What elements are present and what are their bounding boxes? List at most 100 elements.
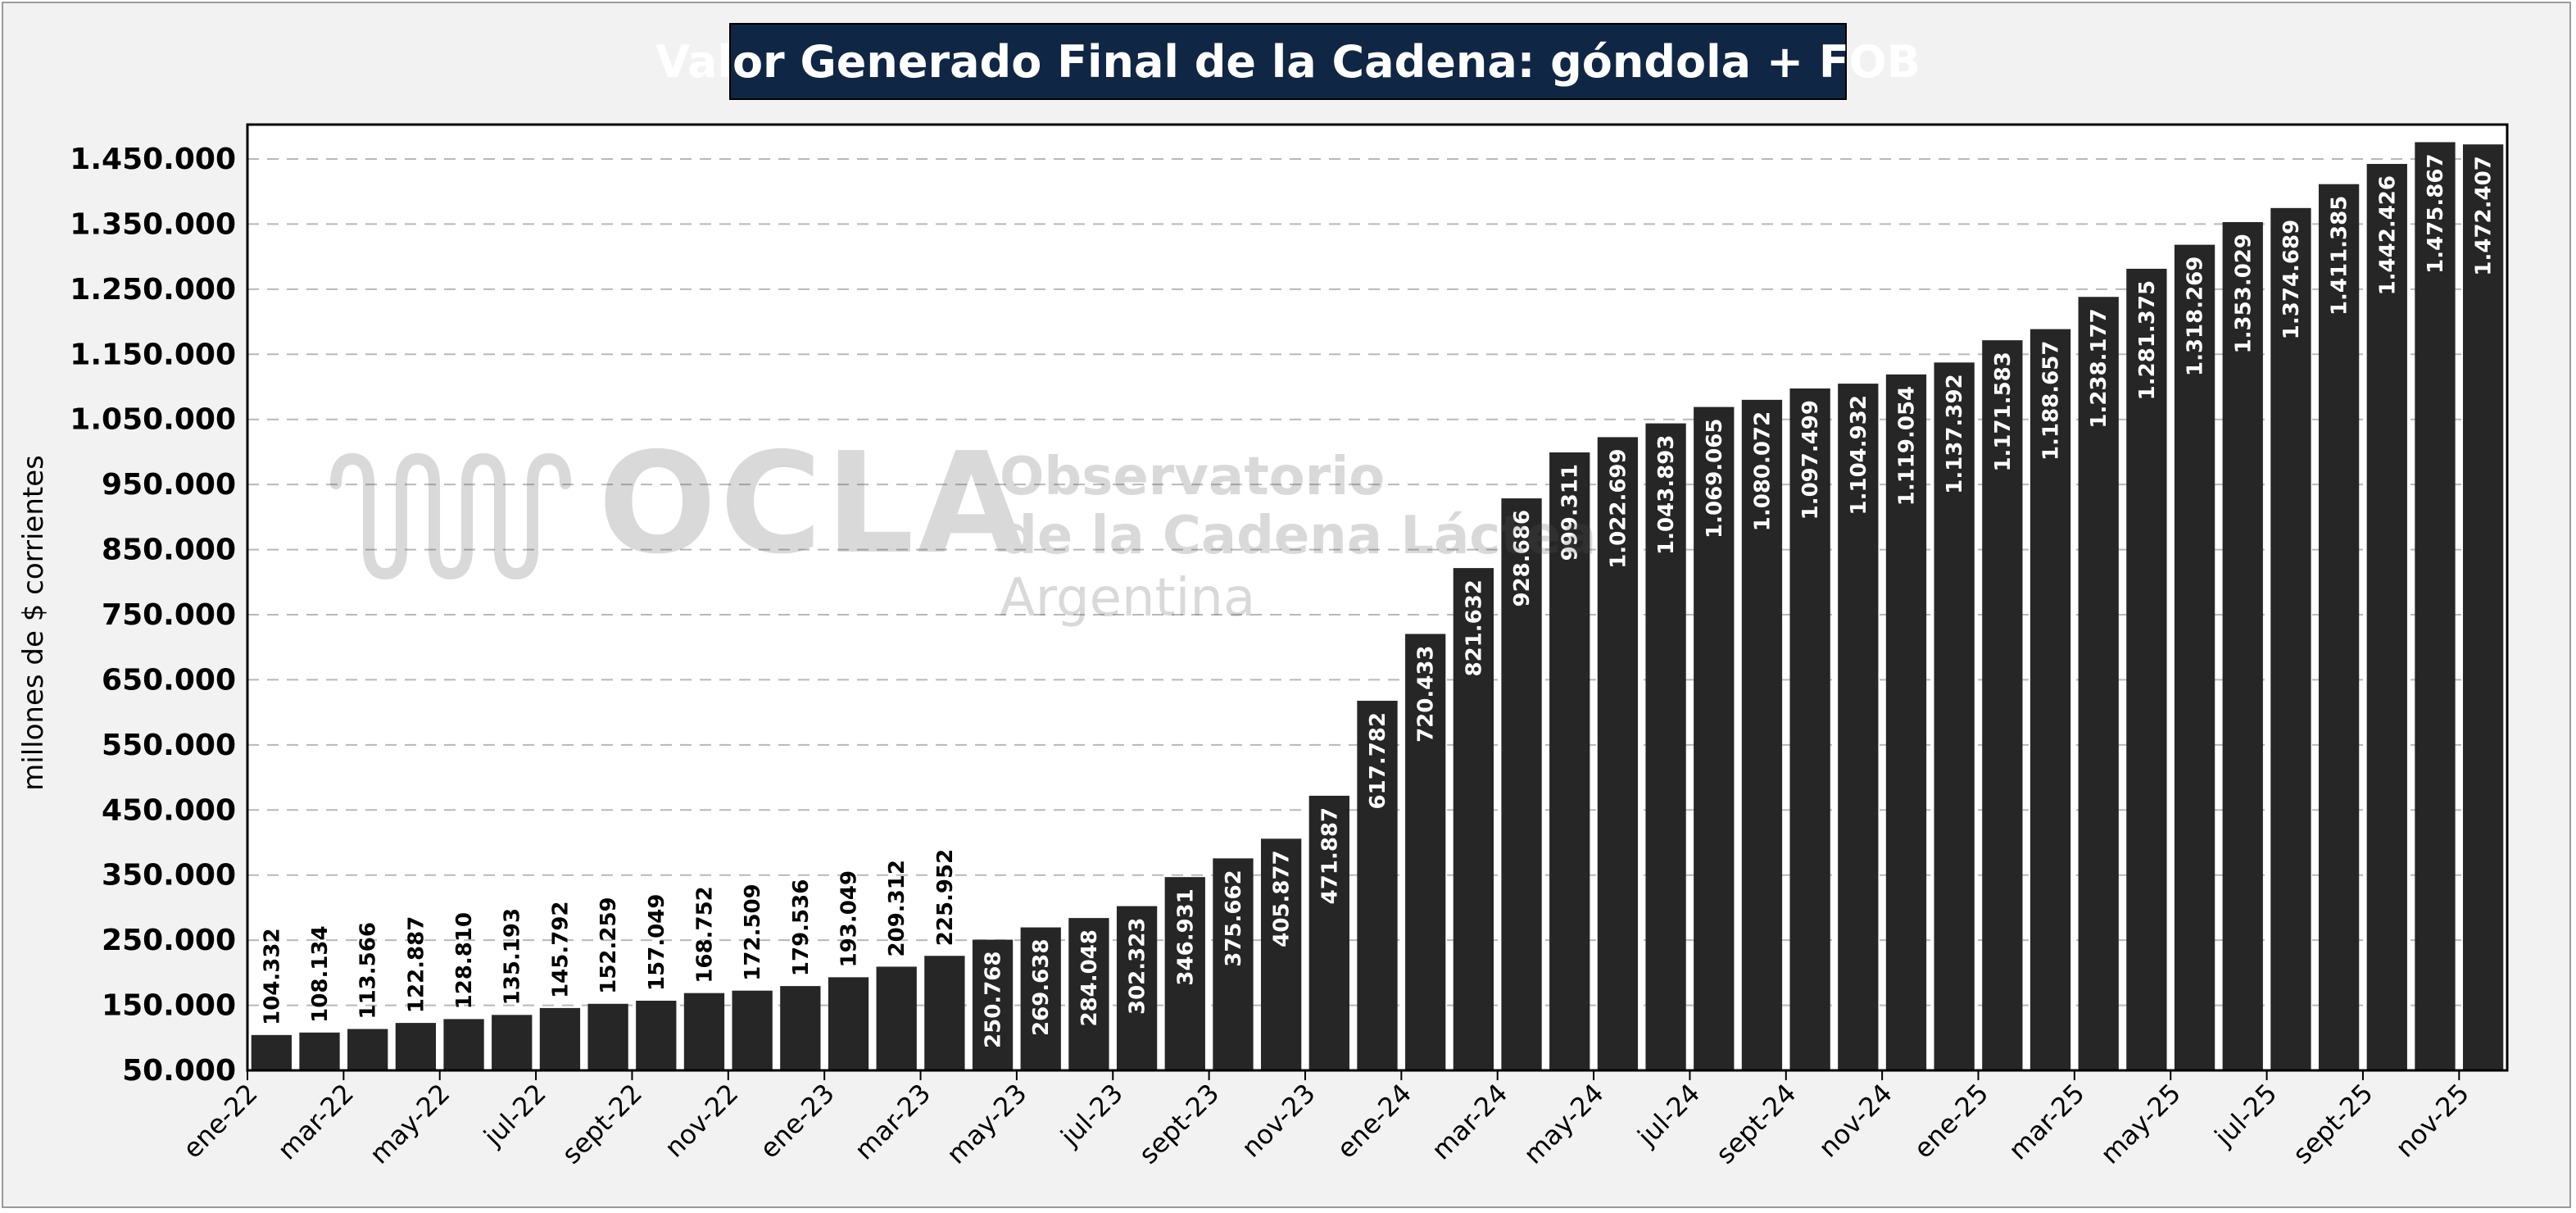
- y-tick-label: 450.000: [102, 793, 236, 827]
- bar: [1501, 498, 1542, 1070]
- x-tick-label: sept-25: [2287, 1078, 2379, 1170]
- data-label: 720.433: [1414, 645, 1439, 742]
- y-tick-label: 50.000: [122, 1054, 236, 1088]
- bar: [2222, 222, 2263, 1070]
- data-label: 346.931: [1173, 888, 1198, 985]
- bar: [2366, 164, 2407, 1071]
- data-labels: 104.332 108.134 113.566 122.887 128.810 135.1…: [260, 153, 2496, 1048]
- chart-title-box: Valor Generado Final de la Cadena: góndo…: [655, 23, 1921, 100]
- data-label: 1.411.385: [2328, 196, 2352, 316]
- bar: [683, 993, 725, 1070]
- plot-border: [246, 123, 2509, 1072]
- bar: [636, 1000, 677, 1070]
- data-label: 1.104.932: [1847, 395, 1871, 515]
- x-tick-label: ene-24: [1331, 1078, 1417, 1165]
- y-tick-label: 1.050.000: [70, 403, 236, 437]
- bar: [2270, 207, 2311, 1070]
- y-tick-label: 850.000: [102, 534, 236, 567]
- x-tick-label: mar-25: [2002, 1078, 2091, 1166]
- data-label: 1.472.407: [2472, 156, 2497, 275]
- bar: [1934, 362, 1975, 1071]
- bar: [732, 990, 773, 1070]
- data-label: 405.877: [1270, 850, 1295, 947]
- bar: [1453, 568, 1494, 1070]
- bar: [2174, 244, 2215, 1070]
- y-tick-label: 350.000: [102, 859, 236, 893]
- bar: [1741, 399, 1783, 1071]
- bar: [1213, 858, 1254, 1070]
- x-tick-label: jul-25: [2208, 1078, 2283, 1152]
- data-label: 302.323: [1126, 918, 1150, 1015]
- bar: [1116, 906, 1158, 1070]
- data-label: 104.332: [260, 928, 284, 1024]
- data-label: 179.536: [789, 879, 814, 976]
- data-label: 250.768: [982, 952, 1006, 1048]
- bar: [780, 986, 821, 1070]
- y-tick-label: 1.150.000: [70, 338, 236, 371]
- y-tick-labels: 50.000 150.000 250.000 350.000 450.000 550.00…: [70, 143, 236, 1088]
- x-tick-label: jul-24: [1631, 1078, 1706, 1152]
- x-tick-label: may-22: [364, 1078, 456, 1170]
- y-tick-label: 250.000: [102, 924, 236, 957]
- chart-title: Valor Generado Final de la Cadena: góndo…: [655, 35, 1921, 88]
- data-label: 1.281.375: [2135, 280, 2160, 400]
- x-tick-label: mar-22: [271, 1078, 360, 1166]
- data-label: 1.043.893: [1654, 435, 1679, 555]
- data-label: 193.049: [837, 870, 862, 967]
- data-label: 168.752: [692, 886, 717, 983]
- bar: [1164, 877, 1205, 1070]
- x-tick-label: nov-25: [2389, 1078, 2475, 1164]
- data-label: 108.134: [308, 925, 333, 1022]
- bar: [2126, 268, 2167, 1071]
- x-tick-label: may-25: [2094, 1078, 2187, 1170]
- axes: [246, 123, 2509, 1072]
- bar: [1549, 452, 1590, 1070]
- data-label: 1.353.029: [2231, 234, 2256, 353]
- y-axis-label: millones de $ corrientes: [17, 455, 50, 791]
- data-label: 145.792: [548, 901, 573, 997]
- data-label: 128.810: [452, 912, 477, 1009]
- y-tick-label: 950.000: [102, 468, 236, 502]
- data-label: 225.952: [933, 849, 958, 946]
- bar: [1597, 437, 1639, 1070]
- bar: [539, 1007, 581, 1070]
- data-label: 1.442.426: [2375, 175, 2400, 295]
- x-tick-label: jul-22: [477, 1078, 551, 1152]
- data-label: 284.048: [1077, 929, 1102, 1026]
- bar: [1838, 384, 1879, 1070]
- data-label: 1.475.867: [2424, 153, 2448, 273]
- bar: [299, 1032, 340, 1070]
- bar: [2415, 142, 2456, 1070]
- bar: [876, 966, 917, 1070]
- y-tick-label: 750.000: [102, 598, 236, 632]
- x-tick-label: may-23: [941, 1078, 1033, 1170]
- data-label: 928.686: [1510, 510, 1535, 606]
- bar: [972, 939, 1014, 1070]
- data-label: 1.022.699: [1606, 448, 1630, 568]
- y-tick-label: 1.450.000: [70, 143, 236, 176]
- bar: [492, 1015, 533, 1070]
- bar: [1357, 701, 1398, 1070]
- bar: [2078, 297, 2119, 1070]
- data-label: 617.782: [1366, 712, 1390, 809]
- x-tick-label: sept-24: [1710, 1078, 1803, 1170]
- x-tick-label: may-24: [1517, 1078, 1610, 1170]
- data-label: 1.080.072: [1750, 411, 1775, 531]
- x-tick-label: nov-24: [1812, 1078, 1898, 1164]
- y-tick-label: 550.000: [102, 729, 236, 762]
- bar: [251, 1034, 292, 1070]
- bar: [1982, 340, 2023, 1070]
- data-label: 122.887: [404, 916, 429, 1013]
- bar: [1020, 927, 1061, 1070]
- data-label: 1.137.392: [1943, 374, 1967, 493]
- data-label: 269.638: [1029, 939, 1054, 1036]
- data-label: 375.662: [1222, 870, 1246, 966]
- data-label: 209.312: [885, 860, 909, 956]
- x-tick-labels: ene-22 mar-22 may-22 jul-22 sept-22 nov-22 ene…: [177, 1070, 2475, 1170]
- x-tick-label: sept-22: [556, 1078, 648, 1170]
- data-label: 999.311: [1558, 464, 1583, 561]
- bar: [1694, 407, 1735, 1070]
- bar: [2463, 144, 2504, 1071]
- data-label: 135.193: [501, 908, 525, 1005]
